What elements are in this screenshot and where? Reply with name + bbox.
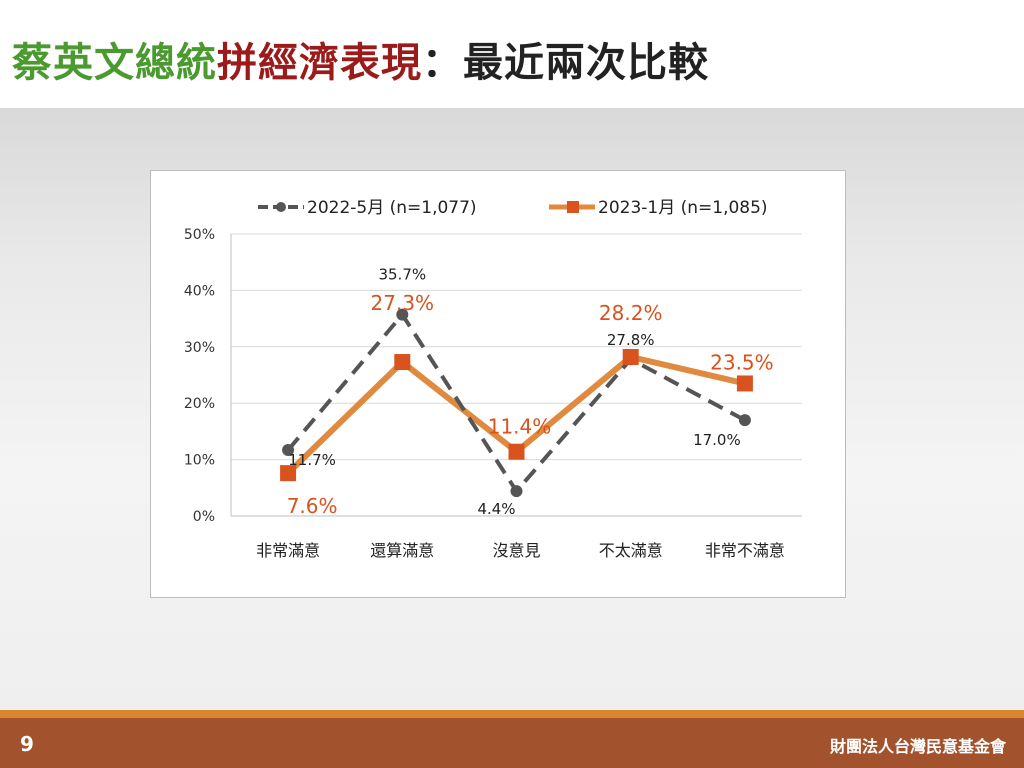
legend-label-series-2: 2023-1月 (n=1,085)	[598, 198, 768, 218]
data-point-2022-5	[282, 444, 295, 457]
x-tick-label: 不太滿意	[599, 541, 663, 560]
title-part-president: 蔡英文總統	[12, 40, 217, 86]
data-point-2023-1	[622, 348, 639, 365]
data-label-2023-1: 7.6%	[287, 494, 338, 518]
y-tick-label: 0%	[193, 509, 215, 525]
data-label-2022-5: 11.7%	[288, 451, 336, 469]
data-point-2023-1	[508, 443, 525, 460]
footer-bar: 9 財團法人台灣民意基金會	[0, 718, 1024, 768]
data-point-2023-1	[394, 354, 411, 371]
data-label-2022-5: 4.4%	[477, 500, 515, 518]
data-point-2022-5	[738, 414, 751, 427]
data-point-2023-1	[736, 375, 753, 392]
y-tick-label: 40%	[184, 283, 215, 299]
data-point-2023-1	[280, 465, 297, 482]
title-part-economy: 拼經濟表現	[217, 40, 422, 86]
y-tick-label: 10%	[184, 453, 215, 469]
x-tick-label: 非常不滿意	[705, 541, 785, 560]
y-tick-label: 20%	[184, 396, 215, 412]
line-chart: 0% 10% 20% 30% 40% 50% 非常滿意 還算滿意 沒意見 不太滿意 非常不滿意 202…	[184, 198, 802, 560]
data-label-2023-1: 27.3%	[371, 291, 435, 315]
x-tick-label: 沒意見	[492, 541, 540, 560]
data-point-2022-5	[510, 485, 523, 498]
data-label-2022-5: 17.0%	[693, 431, 741, 449]
data-label-2023-1: 28.2%	[599, 301, 663, 325]
slide-title: 蔡英文總統拼經濟表現：最近兩次比較	[12, 30, 709, 88]
legend-marker-series-1	[276, 202, 286, 212]
y-tick-label: 50%	[184, 227, 215, 243]
title-part-comparison: ：最近兩次比較	[422, 40, 709, 86]
data-label-2022-5: 35.7%	[378, 266, 426, 284]
legend-marker-series-2	[567, 201, 579, 213]
footer-accent-strip	[0, 710, 1024, 718]
organization-name: 財團法人台灣民意基金會	[829, 737, 1006, 756]
y-tick-label: 30%	[184, 340, 215, 356]
legend-label-series-1: 2022-5月 (n=1,077)	[307, 198, 477, 218]
chart-container: 0% 10% 20% 30% 40% 50% 非常滿意 還算滿意 沒意見 不太滿意 非常不滿意 202…	[150, 170, 846, 598]
page-number: 9	[20, 732, 34, 756]
data-label-2023-1: 11.4%	[488, 415, 552, 439]
title-bar: 蔡英文總統拼經濟表現：最近兩次比較	[0, 0, 1024, 108]
x-tick-label: 還算滿意	[370, 541, 434, 560]
data-label-2023-1: 23.5%	[710, 350, 774, 374]
data-label-2022-5: 27.8%	[607, 331, 655, 349]
data-point-2022-5	[396, 308, 409, 321]
x-tick-label: 非常滿意	[256, 541, 320, 560]
